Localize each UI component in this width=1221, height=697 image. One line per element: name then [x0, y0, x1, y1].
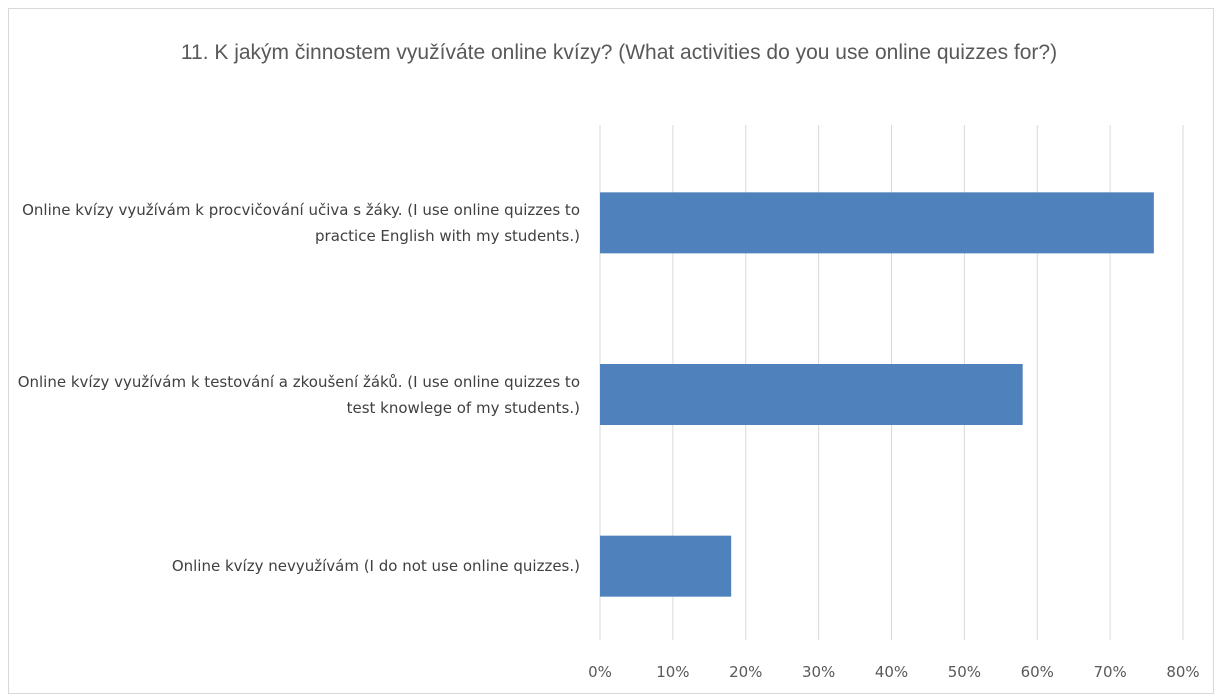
x-tick-label: 40%	[875, 663, 908, 681]
bars	[600, 192, 1154, 597]
category-label: Online kvízy využívám k procvičování uči…	[22, 200, 580, 245]
bar	[600, 364, 1023, 425]
category-label: Online kvízy využívám k testování a zkou…	[17, 372, 580, 417]
bar	[600, 535, 732, 597]
x-tick-label: 30%	[802, 663, 835, 681]
chart-title: 11. K jakým činnostem využíváte online k…	[180, 41, 1058, 64]
x-tick-label: 70%	[1093, 663, 1126, 681]
x-tick-label: 50%	[948, 663, 981, 681]
x-tick-label: 10%	[656, 663, 689, 681]
x-tick-label: 60%	[1021, 663, 1054, 681]
category-label: Online kvízy nevyužívám (I do not use on…	[171, 557, 580, 576]
x-tick-label: 0%	[588, 663, 612, 681]
x-tick-label: 80%	[1166, 663, 1199, 681]
bar	[600, 192, 1154, 254]
x-tick-label: 20%	[729, 663, 762, 681]
x-axis-ticks: 0% 10% 20% 30% 40% 50% 60% 70% 80%	[588, 663, 1200, 681]
